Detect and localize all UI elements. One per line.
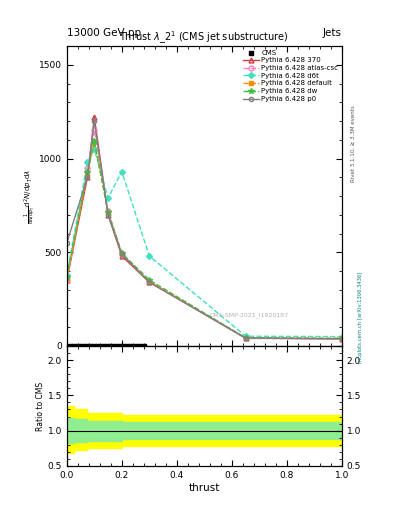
CMS — [141, 342, 147, 350]
CMS — [83, 342, 89, 350]
CMS — [99, 342, 106, 350]
Pythia 6.428 default — [119, 251, 124, 257]
Legend: CMS, Pythia 6.428 370, Pythia 6.428 atlas-csc, Pythia 6.428 d6t, Pythia 6.428 de: CMS, Pythia 6.428 370, Pythia 6.428 atla… — [242, 48, 340, 103]
Pythia 6.428 p0 — [64, 240, 69, 246]
Pythia 6.428 dw — [92, 138, 97, 144]
Pythia 6.428 d6t — [243, 333, 248, 339]
CMS — [116, 342, 122, 350]
CMS — [112, 342, 118, 350]
Pythia 6.428 p0 — [106, 211, 110, 218]
Pythia 6.428 dw — [64, 273, 69, 280]
CMS — [87, 342, 94, 350]
Line: Pythia 6.428 default: Pythia 6.428 default — [65, 140, 344, 340]
Pythia 6.428 default — [147, 278, 152, 284]
CMS — [71, 342, 77, 350]
Pythia 6.428 d6t — [340, 333, 344, 339]
Pythia 6.428 atlas-csc — [92, 127, 97, 134]
CMS — [66, 342, 73, 350]
Text: mcplots.cern.ch [arXiv:1306.3436]: mcplots.cern.ch [arXiv:1306.3436] — [358, 272, 363, 363]
Pythia 6.428 d6t — [64, 272, 69, 278]
CMS — [104, 342, 110, 350]
CMS — [108, 342, 114, 350]
CMS — [137, 342, 143, 350]
Pythia 6.428 d6t — [119, 168, 124, 175]
Pythia 6.428 default — [243, 335, 248, 341]
Pythia 6.428 370 — [106, 211, 110, 218]
CMS — [129, 342, 135, 350]
Title: Thrust $\lambda\_2^1$ (CMS jet substructure): Thrust $\lambda\_2^1$ (CMS jet substruct… — [119, 30, 289, 46]
CMS — [120, 342, 127, 350]
Pythia 6.428 dw — [243, 335, 248, 341]
Text: Jets: Jets — [323, 28, 342, 38]
Pythia 6.428 370 — [64, 278, 69, 284]
Y-axis label: Ratio to CMS: Ratio to CMS — [36, 381, 45, 431]
Pythia 6.428 d6t — [85, 159, 90, 165]
Pythia 6.428 370 — [243, 335, 248, 341]
Pythia 6.428 atlas-csc — [340, 336, 344, 342]
Pythia 6.428 atlas-csc — [119, 251, 124, 257]
Text: Rivet 3.1.10, ≥ 3.3M events: Rivet 3.1.10, ≥ 3.3M events — [351, 105, 356, 182]
Pythia 6.428 dw — [85, 168, 90, 175]
Pythia 6.428 p0 — [119, 251, 124, 257]
Y-axis label: $\frac{1}{\mathrm{d}N/\mathrm{d}p_\mathrm{T}}\mathrm{d}^2N/\mathrm{d}p_\mathrm{T: $\frac{1}{\mathrm{d}N/\mathrm{d}p_\mathr… — [22, 168, 38, 224]
Pythia 6.428 default — [85, 170, 90, 177]
Line: Pythia 6.428 dw: Pythia 6.428 dw — [64, 138, 345, 341]
Pythia 6.428 atlas-csc — [85, 165, 90, 171]
CMS — [91, 342, 97, 350]
Text: CMS-SMP-2021_I1920187: CMS-SMP-2021_I1920187 — [210, 312, 289, 317]
Pythia 6.428 p0 — [147, 279, 152, 285]
Pythia 6.428 370 — [340, 336, 344, 342]
Pythia 6.428 d6t — [147, 253, 152, 259]
CMS — [79, 342, 85, 350]
CMS — [95, 342, 102, 350]
Pythia 6.428 atlas-csc — [64, 278, 69, 284]
Pythia 6.428 d6t — [106, 195, 110, 201]
Pythia 6.428 d6t — [92, 146, 97, 152]
Pythia 6.428 370 — [92, 114, 97, 120]
Pythia 6.428 370 — [119, 253, 124, 259]
Pythia 6.428 p0 — [340, 336, 344, 342]
Line: Pythia 6.428 370: Pythia 6.428 370 — [64, 115, 344, 342]
Pythia 6.428 default — [106, 210, 110, 216]
Pythia 6.428 p0 — [85, 174, 90, 180]
Pythia 6.428 atlas-csc — [106, 208, 110, 214]
Pythia 6.428 370 — [85, 174, 90, 180]
Pythia 6.428 p0 — [243, 335, 248, 341]
Pythia 6.428 p0 — [92, 118, 97, 124]
Pythia 6.428 dw — [119, 250, 124, 257]
Pythia 6.428 dw — [106, 209, 110, 215]
Line: Pythia 6.428 d6t: Pythia 6.428 d6t — [65, 147, 344, 338]
Pythia 6.428 atlas-csc — [147, 278, 152, 284]
CMS — [75, 342, 81, 350]
Pythia 6.428 dw — [340, 335, 344, 342]
Pythia 6.428 default — [340, 335, 344, 342]
Pythia 6.428 370 — [147, 279, 152, 285]
Pythia 6.428 dw — [147, 277, 152, 283]
Line: Pythia 6.428 p0: Pythia 6.428 p0 — [65, 119, 344, 341]
CMS — [132, 342, 139, 350]
Pythia 6.428 default — [64, 275, 69, 282]
X-axis label: thrust: thrust — [189, 482, 220, 493]
Text: 13000 GeV pp: 13000 GeV pp — [67, 28, 141, 38]
Pythia 6.428 atlas-csc — [243, 335, 248, 342]
Pythia 6.428 default — [92, 139, 97, 145]
CMS — [124, 342, 130, 350]
Line: Pythia 6.428 atlas-csc: Pythia 6.428 atlas-csc — [64, 128, 344, 342]
